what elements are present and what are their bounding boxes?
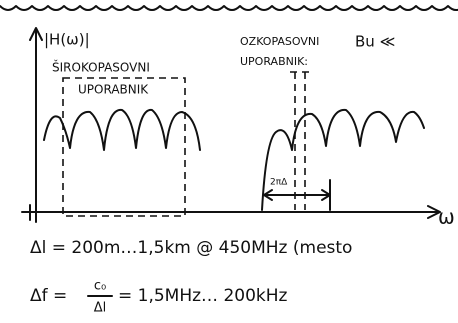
y-axis-label: |H(ω)| [44, 31, 90, 49]
delta-f-denominator: Δl [94, 301, 107, 316]
top-border [0, 5, 458, 11]
narrowband-label: UPORABNIK: [240, 55, 308, 68]
delta-f-lhs: Δf = [30, 286, 67, 306]
delta-f-numerator: c₀ [94, 279, 106, 294]
narrowband-label: OZKOPASOVNI [240, 35, 319, 48]
y-axis [29, 27, 43, 223]
response-curve [43, 108, 425, 211]
spacing-arrow [263, 179, 331, 211]
x-axis [21, 204, 441, 221]
wideband-label: ŠIROKOPASOVNI [52, 60, 150, 75]
narrowband-condition: Bu ≪ [355, 33, 395, 51]
wideband-label: UPORABNIK [78, 83, 149, 97]
narrowband-window [290, 71, 310, 210]
wideband-window [62, 77, 186, 217]
spacing-label: 2πΔ [270, 178, 288, 188]
delta-l-equation: Δl = 200m…1,5km @ 450MHz (mesto [30, 238, 352, 258]
delta-f-rhs: = 1,5MHz… 200kHz [118, 286, 288, 306]
x-axis-label: ω [438, 205, 455, 229]
